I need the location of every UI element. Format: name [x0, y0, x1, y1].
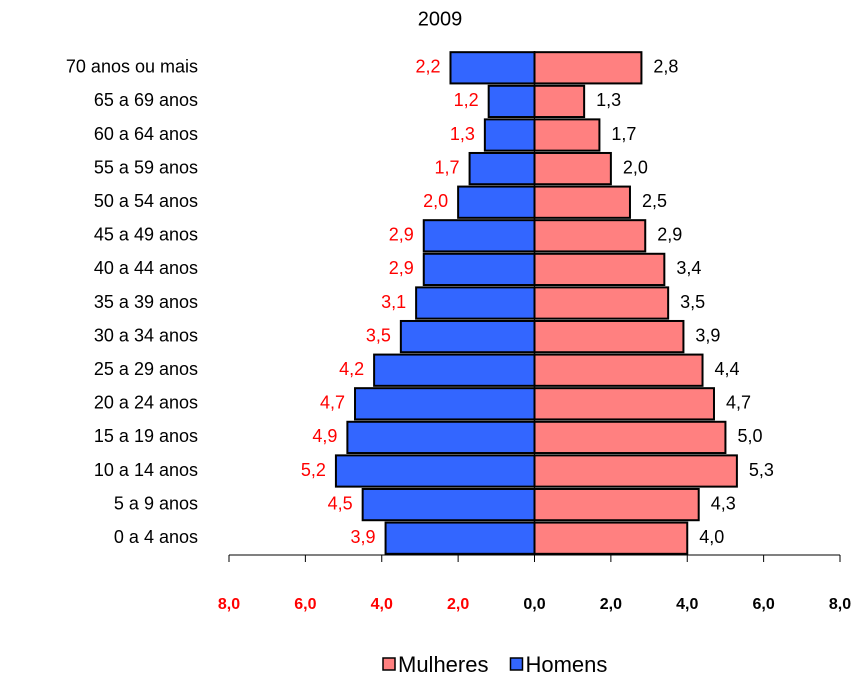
y-tick-label: 60 a 64 anos: [94, 124, 198, 144]
y-tick-label: 20 a 24 anos: [94, 393, 198, 413]
value-label: 3,5: [366, 325, 391, 345]
value-label: 3,9: [351, 527, 376, 547]
bar: [457, 185, 536, 219]
bar: [483, 118, 536, 152]
value-label: 2,9: [389, 225, 414, 245]
value-label: 1,7: [435, 157, 460, 177]
value-label: 3,9: [695, 325, 720, 345]
value-label: 4,7: [320, 393, 345, 413]
legend-label: Homens: [525, 652, 607, 677]
bar: [533, 84, 586, 119]
value-label: 1,7: [611, 124, 636, 144]
bar: [373, 353, 536, 387]
y-tick-label: 10 a 14 anos: [94, 460, 198, 480]
bar: [346, 420, 536, 455]
legend-swatch: [382, 657, 396, 671]
value-label: 2,0: [423, 191, 448, 211]
bar: [533, 319, 685, 354]
bar: [422, 219, 536, 253]
bar: [354, 387, 536, 421]
legend-label: Mulheres: [398, 652, 488, 677]
value-label: 2,9: [389, 258, 414, 278]
value-label: 1,3: [450, 124, 475, 144]
bar: [533, 151, 612, 186]
bar: [533, 185, 631, 219]
x-tick-label: 2,0: [600, 596, 622, 613]
value-label: 4,7: [726, 393, 751, 413]
bar: [533, 353, 704, 387]
x-tick-label: 4,0: [676, 596, 698, 613]
bar: [533, 286, 670, 320]
bar: [415, 286, 536, 320]
bar: [533, 420, 727, 455]
bar: [533, 118, 601, 152]
bar: [533, 51, 643, 85]
y-tick-label: 70 anos ou mais: [66, 57, 198, 77]
x-tick-label: 8,0: [829, 596, 851, 613]
bar: [399, 319, 536, 354]
x-tick-label: 2,0: [447, 596, 469, 613]
value-label: 3,4: [676, 258, 701, 278]
x-tick-label: 6,0: [753, 596, 775, 613]
y-tick-label: 45 a 49 anos: [94, 225, 198, 245]
bar: [487, 84, 536, 119]
bar: [533, 219, 647, 253]
value-label: 2,5: [642, 191, 667, 211]
bar: [533, 454, 738, 488]
x-tick-label: 4,0: [371, 596, 393, 613]
value-label: 4,4: [715, 359, 740, 379]
bar: [334, 454, 536, 488]
y-tick-label: 15 a 19 anos: [94, 426, 198, 446]
bar: [533, 252, 666, 287]
value-label: 2,0: [623, 157, 648, 177]
y-tick-label: 5 a 9 anos: [114, 493, 198, 513]
value-label: 5,0: [737, 426, 762, 446]
y-tick-label: 65 a 69 anos: [94, 90, 198, 110]
x-tick-label: 0,0: [523, 596, 545, 613]
value-label: 1,3: [596, 90, 621, 110]
value-label: 2,8: [653, 57, 678, 77]
x-tick-label: 8,0: [218, 596, 240, 613]
y-tick-label: 55 a 59 anos: [94, 157, 198, 177]
y-tick-label: 30 a 34 anos: [94, 325, 198, 345]
value-label: 4,5: [328, 493, 353, 513]
legend-swatch: [509, 657, 524, 671]
bar: [468, 151, 536, 186]
value-label: 2,2: [415, 57, 440, 77]
y-tick-label: 50 a 54 anos: [94, 191, 198, 211]
value-label: 4,0: [699, 527, 724, 547]
bar: [361, 487, 536, 522]
bar: [533, 521, 689, 555]
y-tick-label: 35 a 39 anos: [94, 292, 198, 312]
value-label: 3,5: [680, 292, 705, 312]
chart-title: 2009: [418, 8, 463, 30]
value-label: 5,3: [749, 460, 774, 480]
bar: [384, 521, 536, 555]
bar: [533, 387, 715, 421]
value-label: 4,2: [339, 359, 364, 379]
value-label: 4,9: [312, 426, 337, 446]
value-label: 5,2: [301, 460, 326, 480]
y-tick-label: 25 a 29 anos: [94, 359, 198, 379]
bar: [533, 487, 700, 522]
y-tick-label: 40 a 44 anos: [94, 258, 198, 278]
y-tick-label: 0 a 4 anos: [114, 527, 198, 547]
bar: [449, 51, 536, 85]
value-label: 2,9: [657, 225, 682, 245]
bar: [422, 252, 536, 287]
value-label: 1,2: [454, 90, 479, 110]
value-label: 4,3: [711, 493, 736, 513]
x-tick-label: 6,0: [294, 596, 316, 613]
value-label: 3,1: [381, 292, 406, 312]
